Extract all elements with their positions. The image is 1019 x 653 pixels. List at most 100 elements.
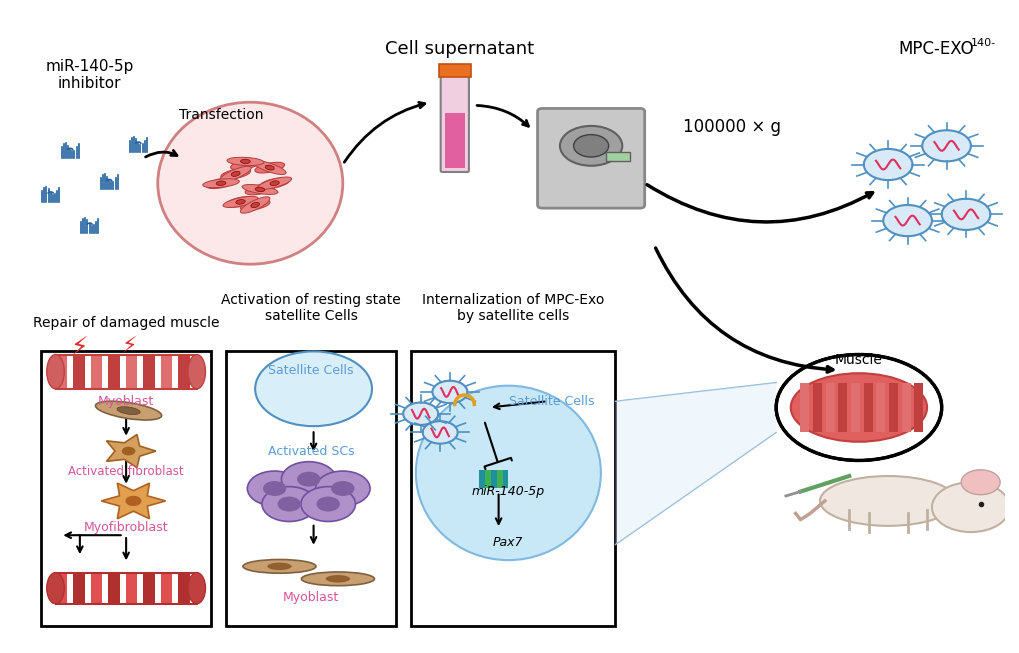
Ellipse shape — [96, 401, 161, 420]
Bar — [812, 383, 821, 432]
Ellipse shape — [240, 197, 270, 214]
Circle shape — [931, 483, 1009, 532]
Bar — [108, 573, 119, 604]
Text: Cell supernatant: Cell supernatant — [385, 40, 534, 58]
Bar — [490, 470, 496, 488]
Text: Activation of resting state
satellite Cells: Activation of resting state satellite Ce… — [221, 293, 400, 323]
Circle shape — [432, 381, 467, 403]
Bar — [125, 573, 138, 604]
Bar — [161, 355, 172, 389]
Ellipse shape — [47, 355, 64, 389]
Bar — [55, 573, 67, 604]
Ellipse shape — [231, 171, 239, 176]
Circle shape — [248, 471, 302, 506]
Bar — [875, 383, 884, 432]
FancyBboxPatch shape — [440, 70, 469, 172]
Circle shape — [255, 351, 372, 426]
Circle shape — [263, 481, 286, 496]
Bar — [91, 355, 102, 389]
Bar — [444, 113, 465, 168]
Bar — [438, 63, 471, 77]
Circle shape — [403, 402, 438, 425]
Bar — [605, 152, 630, 161]
Bar — [502, 470, 507, 488]
Ellipse shape — [227, 157, 264, 166]
Ellipse shape — [223, 197, 258, 208]
Circle shape — [573, 135, 608, 157]
Ellipse shape — [117, 407, 140, 415]
Ellipse shape — [242, 184, 278, 195]
Bar — [838, 383, 847, 432]
Bar — [863, 383, 871, 432]
Ellipse shape — [325, 575, 350, 582]
Ellipse shape — [240, 200, 270, 210]
Text: Myofibroblast: Myofibroblast — [84, 520, 168, 534]
Text: Transfection: Transfection — [178, 108, 263, 121]
Circle shape — [941, 199, 989, 230]
Bar — [55, 573, 197, 604]
Ellipse shape — [265, 165, 274, 170]
Bar — [143, 355, 155, 389]
Bar — [73, 355, 85, 389]
Bar — [411, 351, 614, 626]
Bar — [73, 573, 85, 604]
Ellipse shape — [158, 103, 342, 264]
Circle shape — [775, 355, 941, 460]
Bar — [55, 355, 197, 389]
Text: Satellite Cells: Satellite Cells — [268, 364, 354, 377]
Circle shape — [297, 471, 320, 486]
Ellipse shape — [243, 560, 316, 573]
Polygon shape — [106, 434, 156, 468]
Bar — [161, 573, 172, 604]
Text: Pax7: Pax7 — [492, 537, 523, 549]
Polygon shape — [101, 483, 165, 518]
Circle shape — [960, 470, 1000, 495]
Text: MPC-EXO: MPC-EXO — [897, 40, 972, 58]
Ellipse shape — [221, 168, 251, 179]
Ellipse shape — [230, 159, 260, 170]
Circle shape — [281, 462, 335, 496]
Bar — [914, 383, 922, 432]
Bar — [479, 470, 484, 488]
Bar — [889, 383, 897, 432]
Text: Repair of damaged muscle: Repair of damaged muscle — [33, 315, 219, 330]
Text: 140-: 140- — [970, 38, 996, 48]
Bar — [178, 573, 190, 604]
Text: Internalization of MPC-Exo
by satellite cells: Internalization of MPC-Exo by satellite … — [422, 293, 604, 323]
Polygon shape — [614, 383, 775, 545]
Bar — [125, 355, 138, 389]
Ellipse shape — [253, 161, 285, 174]
Ellipse shape — [203, 179, 239, 187]
Ellipse shape — [220, 167, 251, 182]
Bar — [178, 355, 190, 389]
Text: miR-140-5p
inhibitor: miR-140-5p inhibitor — [46, 59, 133, 91]
Bar — [55, 355, 67, 389]
Ellipse shape — [790, 374, 926, 442]
Ellipse shape — [187, 355, 205, 389]
Text: Muscle: Muscle — [835, 353, 882, 367]
Ellipse shape — [251, 202, 259, 208]
Bar — [800, 383, 808, 432]
Circle shape — [301, 486, 355, 522]
Circle shape — [882, 205, 931, 236]
Bar — [850, 383, 859, 432]
Ellipse shape — [225, 197, 255, 207]
Ellipse shape — [47, 573, 64, 604]
Text: 100000 × g: 100000 × g — [683, 118, 781, 136]
Circle shape — [262, 486, 316, 522]
Ellipse shape — [216, 181, 225, 185]
Ellipse shape — [260, 178, 289, 189]
Circle shape — [316, 496, 339, 511]
Circle shape — [331, 481, 355, 496]
Bar — [41, 351, 211, 626]
Bar — [484, 470, 490, 488]
Ellipse shape — [267, 563, 291, 570]
Ellipse shape — [270, 181, 279, 185]
Text: Activated fibroblast: Activated fibroblast — [68, 465, 183, 478]
Ellipse shape — [235, 200, 245, 204]
Text: ⚡: ⚡ — [71, 336, 89, 360]
Circle shape — [125, 496, 142, 506]
Text: Activated SCs: Activated SCs — [268, 445, 355, 458]
Bar — [108, 355, 119, 389]
Circle shape — [121, 447, 136, 455]
